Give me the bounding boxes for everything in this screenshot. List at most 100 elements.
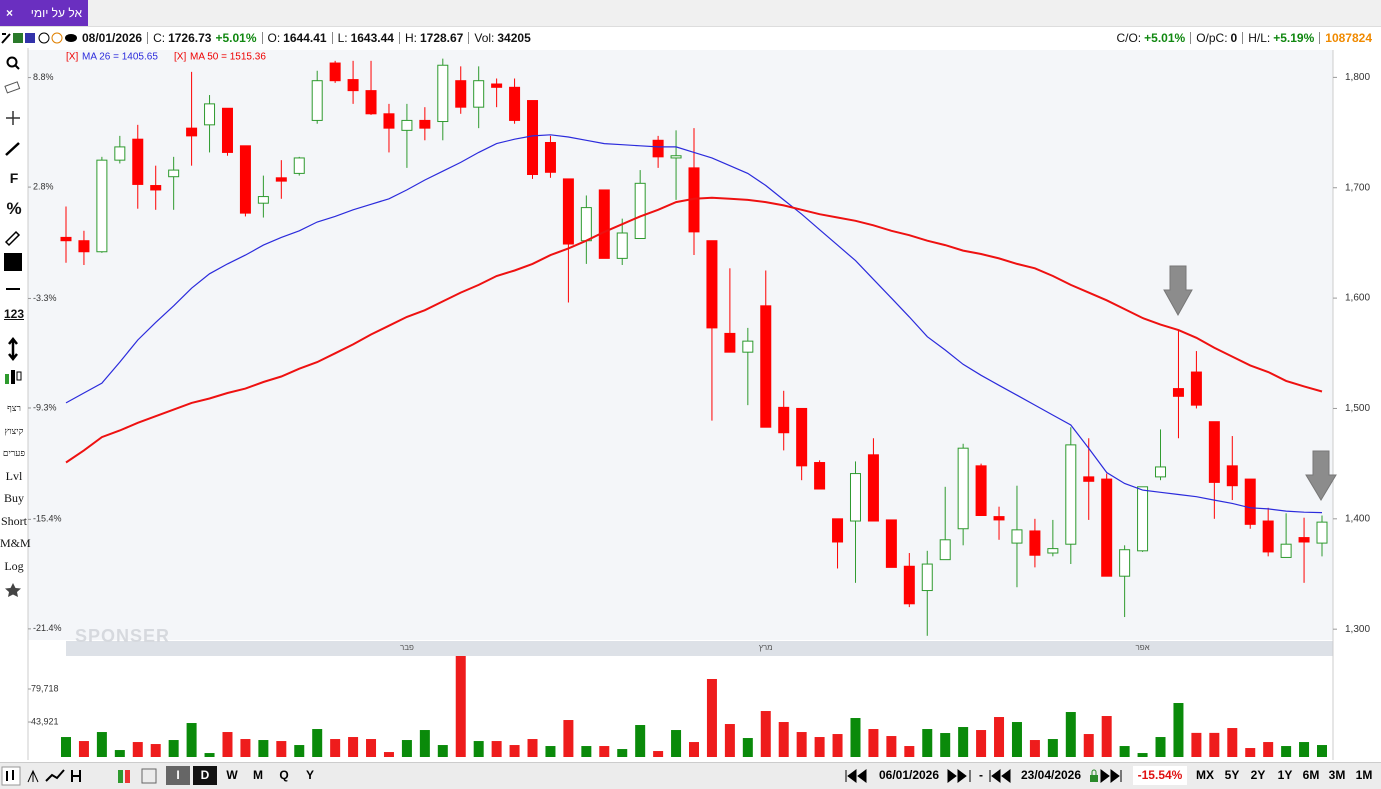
tab-close[interactable]: ×	[6, 6, 14, 20]
candle-body	[455, 80, 467, 108]
volume-bar	[348, 737, 359, 757]
tool[interactable]: %	[6, 199, 22, 218]
candle-icon[interactable]	[5, 374, 9, 384]
range-button[interactable]: 2Y	[1250, 768, 1266, 782]
volume-bar	[1047, 739, 1058, 757]
header-icons	[1, 32, 77, 44]
annotation-arrow	[1163, 265, 1193, 317]
range-button[interactable]: 6M	[1302, 768, 1320, 782]
candle-body	[1155, 466, 1167, 478]
co-value: +5.01%	[1144, 31, 1186, 45]
moving-averages	[65, 134, 1323, 514]
chart-type[interactable]	[1, 766, 21, 786]
volume-bar	[1029, 740, 1040, 757]
chart-type[interactable]	[45, 769, 65, 782]
candle-body	[1172, 388, 1184, 397]
volume-bar	[617, 749, 628, 757]
candle-body	[1137, 486, 1149, 552]
color-icon[interactable]	[4, 253, 22, 271]
volume-bar	[437, 745, 448, 757]
range-button[interactable]: 1Y	[1277, 768, 1293, 782]
volume	[61, 656, 1327, 757]
save-icon[interactable]	[141, 768, 157, 784]
volume-bar	[742, 738, 753, 757]
arrow-icon[interactable]	[8, 336, 18, 362]
total-value: 1087824	[1325, 31, 1372, 45]
legend-marker[interactable]: [X]	[174, 52, 186, 63]
volume-bar	[904, 746, 915, 757]
volume-bar	[760, 711, 771, 757]
y-tick-label: 1,300	[1345, 624, 1370, 635]
volume-bar	[150, 744, 161, 757]
nav-icon[interactable]	[946, 768, 976, 784]
ma-line	[65, 134, 1323, 514]
candle-body	[1190, 371, 1202, 406]
nav-icon[interactable]	[1088, 768, 1130, 784]
candle-body	[1316, 521, 1328, 544]
volume-bar	[473, 741, 484, 757]
annotation-arrow	[1305, 450, 1337, 501]
legend-marker[interactable]: [X]	[66, 52, 78, 63]
volume-bar	[1065, 712, 1076, 757]
y2-tick-label: -15.4%	[33, 514, 62, 524]
candle-body	[383, 113, 395, 129]
range-button[interactable]: 5Y	[1224, 768, 1240, 782]
tool[interactable]: פערים	[2, 448, 26, 458]
separator	[1242, 32, 1244, 44]
tool[interactable]: Short	[0, 514, 27, 528]
separator	[1190, 32, 1192, 44]
tool[interactable]: רצף	[7, 403, 21, 413]
candle-body	[473, 80, 485, 108]
volume-bar	[1191, 732, 1202, 757]
range-button[interactable]: 1M	[1355, 768, 1373, 782]
chart-type[interactable]	[71, 770, 81, 782]
from-date[interactable]: 06/01/2026	[878, 768, 940, 782]
candle-body	[939, 539, 951, 561]
volume-bar	[1227, 728, 1238, 757]
volume-bar	[1317, 745, 1327, 757]
range-button[interactable]: 3M	[1328, 768, 1346, 782]
chart-type[interactable]	[27, 769, 39, 783]
chart-type[interactable]	[118, 770, 123, 783]
volume-bar	[1245, 748, 1256, 757]
label: H:	[404, 31, 417, 45]
volume-bar	[814, 737, 825, 757]
tab[interactable]: × אל על יומי	[0, 0, 88, 26]
volume-bar	[1083, 734, 1094, 757]
candle-body	[993, 516, 1005, 521]
volume-bar	[276, 741, 287, 757]
pencil-icon[interactable]	[4, 230, 21, 247]
crosshair-icon[interactable]	[6, 111, 20, 125]
eraser-icon[interactable]	[4, 81, 21, 94]
line-icon[interactable]	[5, 142, 20, 156]
to-date[interactable]: 23/04/2026	[1020, 768, 1082, 782]
nav-icon[interactable]	[844, 768, 874, 784]
separator	[1319, 32, 1321, 44]
range-change: -15.54%	[1133, 766, 1187, 785]
favorite-icon[interactable]	[5, 583, 21, 597]
search-icon[interactable]	[6, 56, 18, 68]
period-button[interactable]: M	[253, 768, 263, 782]
period-button[interactable]: D	[193, 766, 217, 785]
volume-bar	[958, 727, 969, 757]
tool[interactable]: 123	[3, 307, 25, 321]
candle-body	[527, 100, 539, 175]
candle-body	[293, 157, 305, 174]
tool[interactable]: קיצוץ	[4, 426, 24, 436]
tool[interactable]: F	[9, 170, 19, 186]
period-button[interactable]: I	[166, 766, 190, 785]
period-button[interactable]: Q	[279, 768, 289, 782]
tool[interactable]: Lvl	[5, 469, 23, 483]
tool[interactable]: Buy	[3, 491, 24, 505]
volume-bar	[850, 718, 861, 757]
nav-icon[interactable]	[988, 768, 1018, 784]
volume-bar	[401, 740, 412, 757]
range-separator: -	[979, 768, 983, 782]
tool[interactable]: M&M	[0, 536, 31, 550]
range-button[interactable]: MX	[1196, 768, 1214, 782]
period-button[interactable]: W	[226, 768, 238, 782]
period-button[interactable]: Y	[305, 768, 314, 782]
volume-bar	[994, 717, 1005, 757]
candle-body	[796, 407, 808, 467]
tool[interactable]: Log	[4, 559, 24, 573]
